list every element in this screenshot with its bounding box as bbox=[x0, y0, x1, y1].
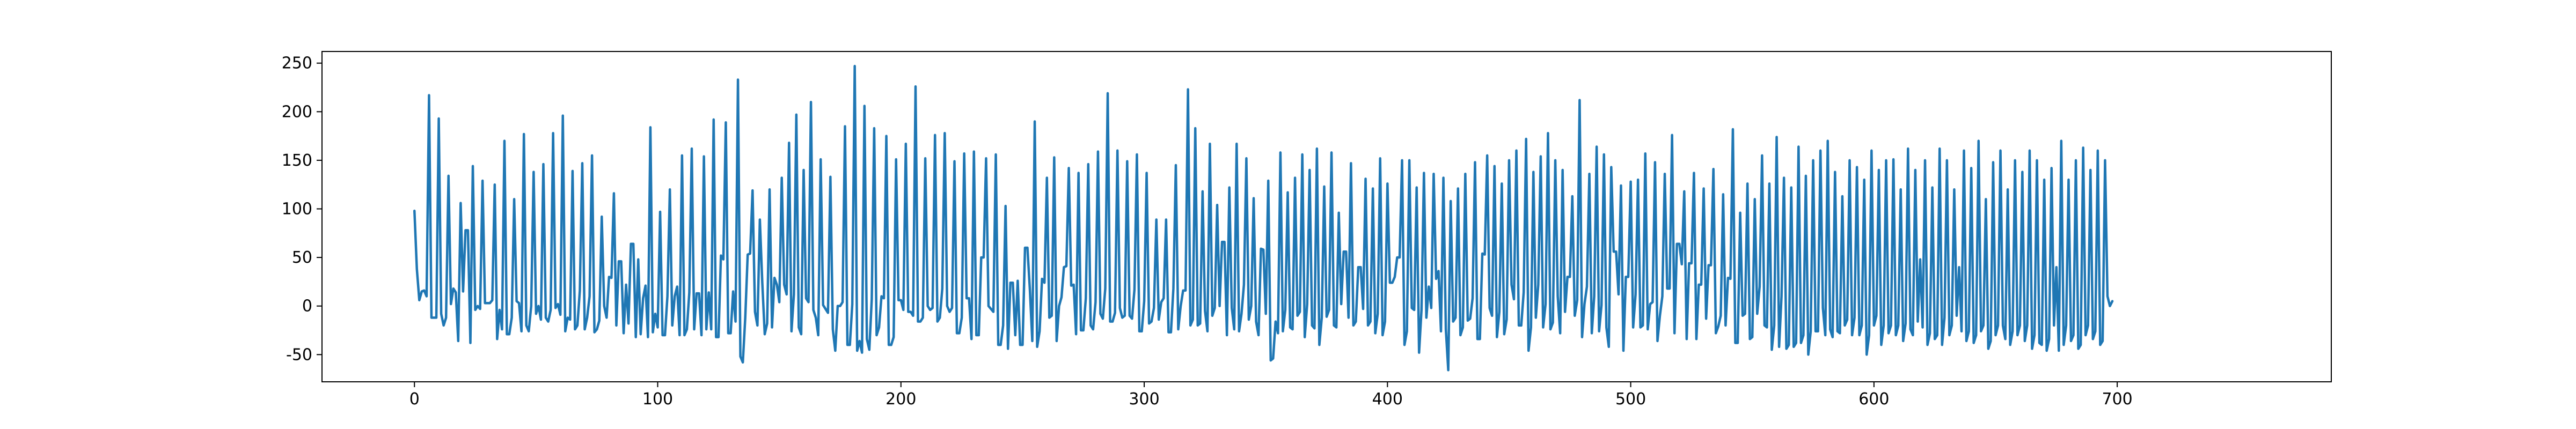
series-layer bbox=[413, 64, 2114, 372]
x-tick-label: 300 bbox=[1129, 390, 1159, 409]
y-tick-label: -50 bbox=[286, 345, 312, 364]
x-tick-label: 500 bbox=[1615, 390, 1646, 409]
y-tick-label: 0 bbox=[302, 297, 312, 316]
x-tick-label: 400 bbox=[1372, 390, 1403, 409]
x-tick-label: 600 bbox=[1858, 390, 1889, 409]
y-tick-label: 200 bbox=[282, 102, 312, 121]
axis-ticks: 0 100 200 300 400 500 600 700 -50 0 50 100 150 200 250 bbox=[282, 54, 2133, 409]
y-tick-label: 50 bbox=[292, 248, 312, 267]
y-tick-label: 150 bbox=[282, 151, 312, 170]
x-tick-label: 0 bbox=[409, 390, 420, 409]
y-tick-label: 250 bbox=[282, 54, 312, 73]
series-line-0 bbox=[413, 64, 2114, 372]
x-tick-label: 200 bbox=[885, 390, 916, 409]
plot-area-frame bbox=[321, 51, 2332, 382]
y-tick-label: 100 bbox=[282, 200, 312, 219]
x-tick-label: 700 bbox=[2102, 390, 2132, 409]
x-tick-label: 100 bbox=[642, 390, 673, 409]
